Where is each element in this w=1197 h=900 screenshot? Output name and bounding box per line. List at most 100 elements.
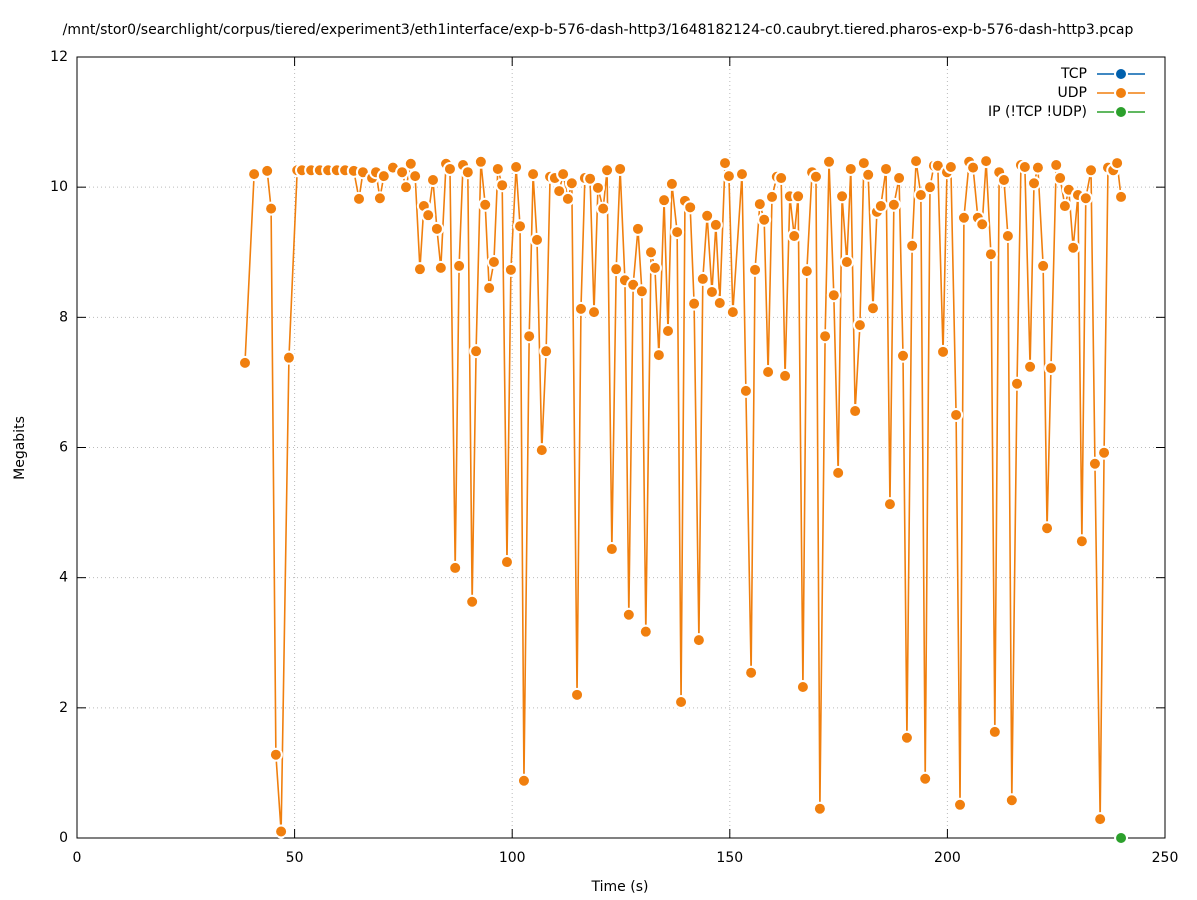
point (403, 156, 418, 171)
point (1043, 361, 1058, 376)
y-tick-label: 0 (59, 830, 68, 846)
point (634, 284, 649, 299)
point (905, 238, 920, 253)
point (913, 187, 928, 202)
y-tick-label: 12 (50, 49, 68, 65)
point (808, 169, 823, 184)
point (352, 191, 367, 206)
point (1097, 445, 1112, 460)
point (564, 176, 579, 191)
point (530, 232, 545, 247)
point (1114, 831, 1129, 845)
point (664, 176, 679, 191)
point (590, 180, 605, 195)
legend-marker (1114, 86, 1128, 100)
x-tick-label: 100 (499, 850, 526, 866)
point (956, 210, 971, 225)
point (399, 180, 414, 195)
point (765, 189, 780, 204)
point (448, 560, 463, 575)
plot-frame (76, 56, 1166, 839)
point (861, 167, 876, 182)
point (596, 201, 611, 216)
point (490, 161, 505, 176)
point (1114, 189, 1129, 204)
chart-title: /mnt/stor0/searchlight/corpus/tiered/exp… (63, 22, 1134, 38)
point (822, 154, 837, 169)
point (826, 288, 841, 303)
point (1040, 521, 1055, 536)
y-tick-label: 2 (59, 700, 68, 716)
point (1093, 812, 1108, 827)
point (482, 281, 497, 296)
point (661, 324, 676, 339)
point (503, 262, 518, 277)
point (856, 156, 871, 171)
point (1074, 534, 1089, 549)
point (695, 271, 710, 286)
point (522, 329, 537, 344)
point (848, 404, 863, 419)
point (1053, 171, 1068, 186)
point (495, 178, 510, 193)
point (799, 264, 814, 279)
point (556, 167, 571, 182)
point (469, 344, 484, 359)
x-tick-label: 250 (1152, 850, 1179, 866)
point (979, 154, 994, 169)
point (376, 169, 391, 184)
point (587, 305, 602, 320)
point (452, 258, 467, 273)
point (818, 329, 833, 344)
point (943, 159, 958, 174)
point (812, 801, 827, 816)
point (687, 296, 702, 311)
point (1000, 228, 1015, 243)
point (996, 173, 1011, 188)
point (281, 350, 296, 365)
point (513, 219, 528, 234)
point (975, 217, 990, 232)
point (630, 221, 645, 236)
point (748, 262, 763, 277)
point (899, 730, 914, 745)
point (744, 665, 759, 680)
x-tick-label: 0 (73, 850, 82, 866)
point (1023, 359, 1038, 374)
point (499, 555, 514, 570)
legend-label: UDP (1058, 85, 1087, 101)
point (734, 167, 749, 182)
point (712, 296, 727, 311)
point (704, 284, 719, 299)
point (774, 171, 789, 186)
legend-label: TCP (1060, 66, 1087, 82)
point (1084, 163, 1099, 178)
point (573, 301, 588, 316)
point (264, 201, 279, 216)
point (708, 217, 723, 232)
point (570, 687, 585, 702)
legend-marker (1114, 105, 1128, 119)
point (247, 167, 262, 182)
point (465, 594, 480, 609)
point (486, 255, 501, 270)
point (1057, 199, 1072, 214)
legend-label: IP (!TCP !UDP) (988, 104, 1087, 120)
point (408, 169, 423, 184)
point (936, 344, 951, 359)
y-tick-label: 6 (59, 440, 68, 456)
point (442, 161, 457, 176)
point (835, 189, 850, 204)
point (882, 497, 897, 512)
point (725, 305, 740, 320)
y-axis-label: Megabits (12, 416, 28, 480)
point (795, 680, 810, 695)
point (268, 747, 283, 762)
point (918, 771, 933, 786)
point (621, 607, 636, 622)
point (1049, 158, 1064, 173)
point (843, 161, 858, 176)
point (647, 260, 662, 275)
point (433, 260, 448, 275)
point (757, 212, 772, 227)
